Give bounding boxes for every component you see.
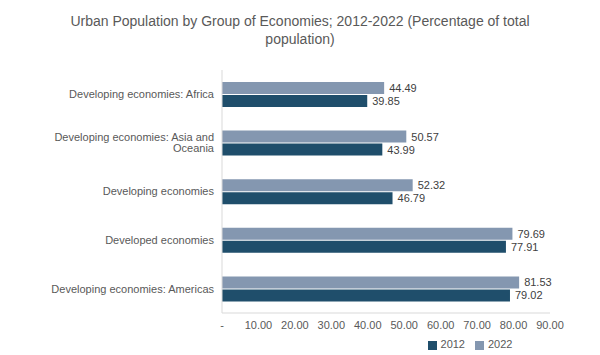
svg-text:77.91: 77.91: [511, 241, 539, 253]
svg-text:Developing economies: Africa: Developing economies: Africa: [69, 88, 215, 100]
svg-text:Developing economies: Asia and: Developing economies: Asia andOceania: [54, 131, 214, 154]
svg-text:80.00: 80.00: [500, 319, 528, 331]
svg-text:81.53: 81.53: [524, 276, 552, 288]
svg-text:-: -: [220, 319, 224, 331]
svg-text:44.49: 44.49: [389, 82, 417, 94]
svg-text:39.85: 39.85: [372, 95, 400, 107]
svg-text:50.57: 50.57: [411, 131, 439, 143]
html-text:2022: 2022: [488, 338, 513, 350]
svg-text:43.99: 43.99: [387, 144, 415, 156]
html-text:2012: 2012: [440, 338, 465, 350]
svg-text:70.00: 70.00: [463, 319, 491, 331]
svg-text:60.00: 60.00: [427, 319, 455, 331]
svg-text:52.32: 52.32: [418, 179, 446, 191]
svg-text:79.69: 79.69: [517, 228, 545, 240]
svg-text:50.00: 50.00: [390, 319, 418, 331]
svg-text:Developing economies: Developing economies: [103, 185, 215, 197]
svg-text:Developed economies: Developed economies: [105, 234, 214, 246]
svg-text:90.00: 90.00: [536, 319, 564, 331]
svg-text:40.00: 40.00: [354, 319, 382, 331]
svg-text:Developing economies: Americas: Developing economies: Americas: [51, 283, 214, 295]
svg-text:79.02: 79.02: [515, 289, 543, 301]
html-text:Urban Population by Group of E: Urban Population by Group of Economies; …: [70, 13, 530, 47]
svg-text:20.00: 20.00: [281, 319, 309, 331]
svg-text:10.00: 10.00: [245, 319, 273, 331]
svg-text:30.00: 30.00: [318, 319, 346, 331]
svg-text:46.79: 46.79: [398, 192, 426, 204]
